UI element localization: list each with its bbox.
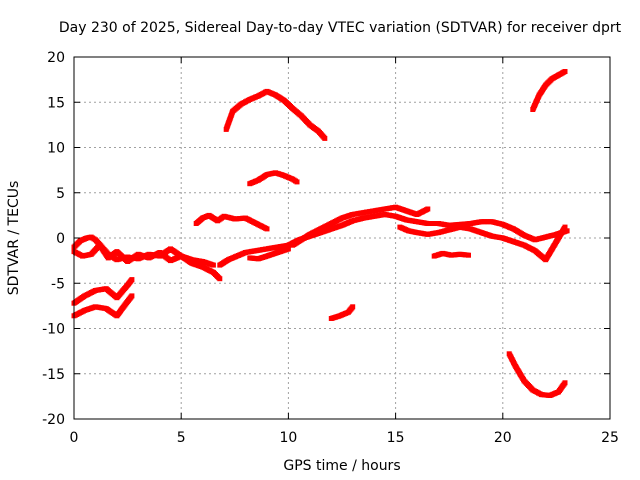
data-point (210, 262, 216, 268)
x-tick-label: 0 (70, 430, 79, 446)
y-tick-label: -5 (51, 276, 65, 292)
data-point (466, 252, 471, 258)
y-tick-label: -10 (42, 322, 65, 338)
series-arc-9 (290, 204, 431, 248)
y-tick-label: -15 (42, 367, 65, 383)
y-tick-label: 20 (47, 50, 65, 66)
y-tick-label: 0 (56, 231, 65, 247)
y-tick-label: 15 (47, 95, 65, 111)
series-arc-7 (247, 170, 300, 187)
series-arc-3 (71, 277, 135, 306)
series-arc-14 (530, 69, 568, 112)
series-arc-13 (328, 304, 356, 321)
data-point (285, 246, 291, 252)
data-point (322, 135, 328, 141)
series-arc-11 (247, 246, 291, 262)
series-arc-6 (223, 88, 328, 141)
x-tick-label: 25 (601, 430, 619, 446)
data-point (562, 380, 568, 386)
x-tick-label: 15 (387, 430, 405, 446)
data-point (264, 226, 270, 232)
series-arc-12 (431, 250, 471, 259)
data-point (129, 277, 135, 283)
chart-title: Day 230 of 2025, Sidereal Day-to-day VTE… (59, 20, 622, 36)
series-arc-5 (193, 212, 270, 232)
ticks: 0 5 10 15 20 25 -20 -15 -10 -5 0 5 10 15 20 (42, 50, 619, 446)
x-axis-label: GPS time / hours (283, 458, 400, 474)
x-tick-label: 5 (177, 430, 186, 446)
data-point (562, 224, 568, 230)
data-point (564, 228, 570, 234)
data-point (129, 293, 135, 299)
data-point (294, 179, 300, 185)
y-tick-label: 10 (47, 141, 65, 157)
x-tick-label: 20 (494, 430, 512, 446)
y-tick-label: 5 (56, 186, 65, 202)
data-point (425, 206, 431, 212)
series-arc-10 (397, 224, 568, 263)
data-point (562, 69, 568, 74)
data-points (71, 69, 570, 398)
data-point (350, 304, 356, 310)
y-axis-label: SDTVAR / TECUs (6, 181, 22, 296)
y-tick-label: -20 (42, 412, 65, 428)
series-arc-15 (506, 351, 568, 398)
data-point (217, 276, 223, 282)
series-arc-4 (71, 293, 135, 319)
x-tick-label: 10 (279, 430, 297, 446)
